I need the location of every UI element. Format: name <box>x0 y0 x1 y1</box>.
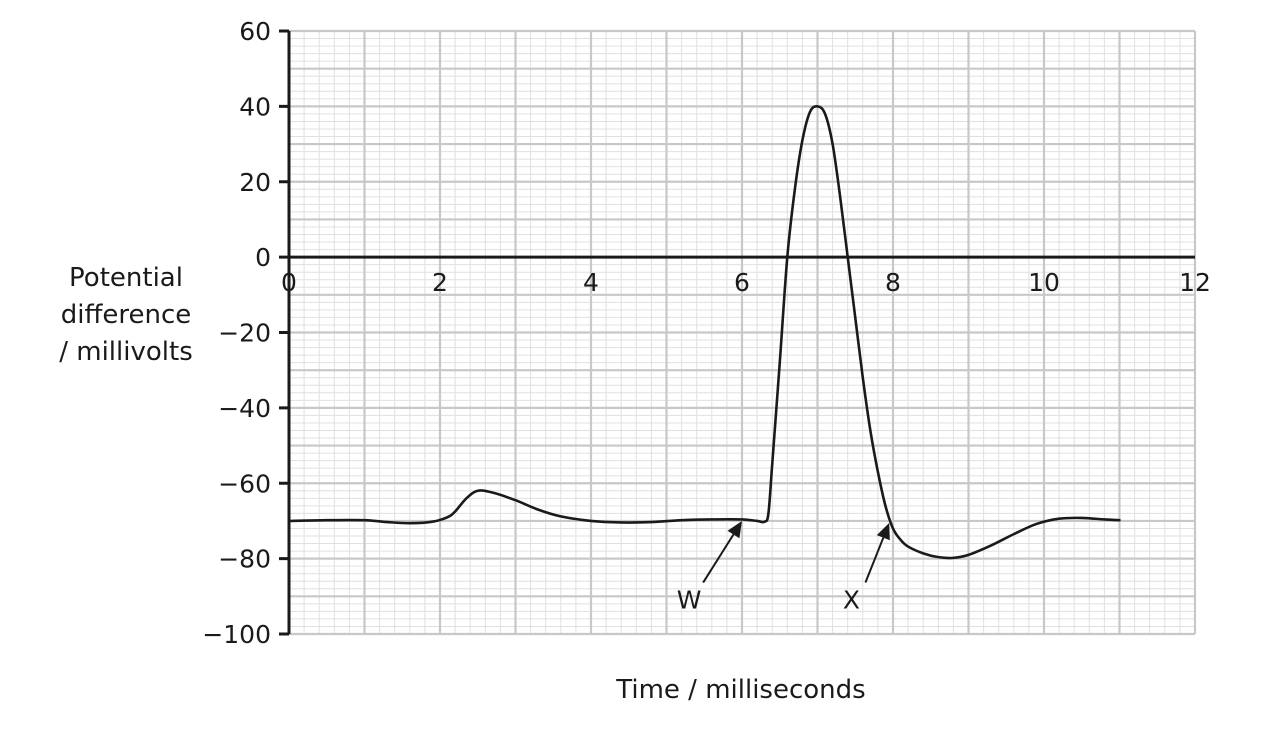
y-tick-label: −100 <box>202 620 271 649</box>
y-tick-label: 40 <box>239 92 271 121</box>
x-tick-label: 12 <box>1179 268 1211 297</box>
x-axis-title: Time / milliseconds <box>615 675 865 705</box>
y-axis-title-line-2: difference <box>61 300 192 330</box>
annotation-arrow-head <box>876 522 890 541</box>
x-tick-label: 2 <box>432 268 448 297</box>
x-tick-label: 0 <box>281 268 297 297</box>
series-group <box>287 105 1121 560</box>
y-axis-title-line-3: / millivolts <box>59 337 193 367</box>
y-tick-label: −60 <box>218 469 271 498</box>
x-tick-label: 10 <box>1028 268 1060 297</box>
x-tick-label: 4 <box>583 268 599 297</box>
annotation-label-w: W <box>677 586 702 615</box>
y-axis-title-line-1: Potential <box>69 263 183 293</box>
annotation-arrow-shaft <box>864 537 885 583</box>
y-tick-labels: 60 40 20 0 −20 −40 −60 −80 −100 <box>202 17 289 649</box>
potential-series-line <box>287 105 1121 560</box>
annotation-label-x: X <box>843 586 860 615</box>
annotation-arrow-shaft <box>702 533 735 584</box>
y-tick-label: −20 <box>218 319 271 348</box>
x-tick-labels: 0 2 4 6 8 10 12 <box>281 268 1211 297</box>
x-tick-label: 8 <box>885 268 901 297</box>
y-tick-label: 60 <box>239 17 271 46</box>
y-tick-label: 0 <box>255 243 271 272</box>
y-tick-label: −40 <box>218 394 271 423</box>
x-tick-label: 6 <box>734 268 750 297</box>
y-tick-label: 20 <box>239 168 271 197</box>
y-tick-label: −80 <box>218 545 271 574</box>
annotation-arrow-head <box>727 520 742 539</box>
